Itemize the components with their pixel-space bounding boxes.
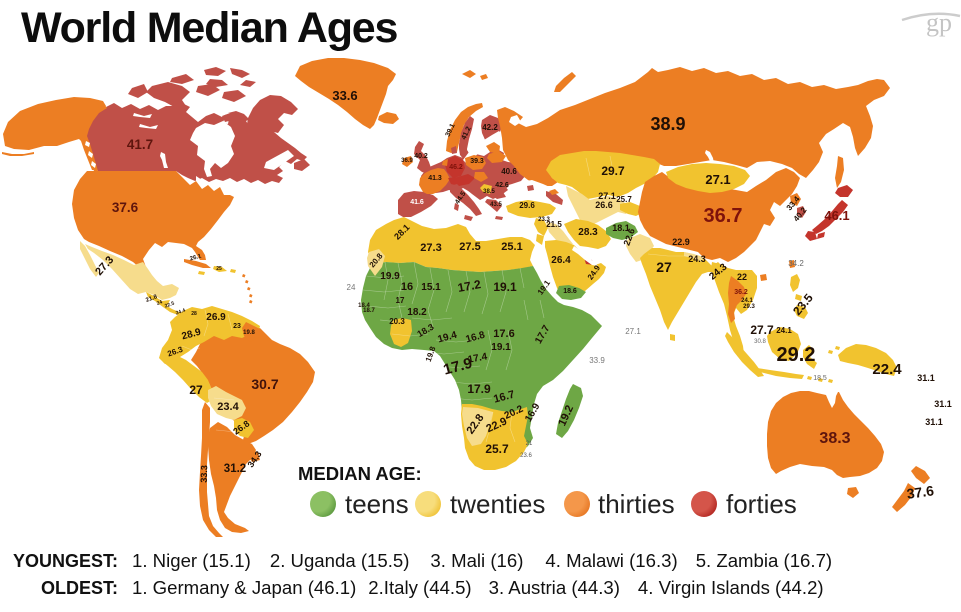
svg-text:19.8: 19.8 <box>243 330 255 336</box>
svg-text:41.7: 41.7 <box>127 137 153 152</box>
svg-text:29.6: 29.6 <box>519 201 535 210</box>
svg-text:18.2: 18.2 <box>407 307 427 318</box>
svg-text:33.3: 33.3 <box>199 465 210 483</box>
svg-text:22.4: 22.4 <box>872 361 902 378</box>
svg-text:15.1: 15.1 <box>421 282 441 293</box>
svg-text:36.2: 36.2 <box>734 289 748 296</box>
svg-text:22.5: 22.5 <box>164 301 175 310</box>
svg-text:46.2: 46.2 <box>449 164 463 171</box>
svg-text:17.4: 17.4 <box>467 351 489 365</box>
svg-text:16: 16 <box>401 281 413 293</box>
svg-text:25.1: 25.1 <box>501 241 522 253</box>
svg-text:27.1: 27.1 <box>705 172 730 187</box>
svg-text:26.9: 26.9 <box>206 312 226 323</box>
svg-text:21.5: 21.5 <box>546 220 562 229</box>
svg-text:27: 27 <box>189 383 203 397</box>
svg-text:24: 24 <box>347 283 356 292</box>
svg-text:16.8: 16.8 <box>465 330 487 346</box>
svg-text:teens: teens <box>345 489 409 519</box>
svg-text:31.1: 31.1 <box>934 399 952 409</box>
svg-text:25.7: 25.7 <box>616 195 632 204</box>
svg-text:33.6: 33.6 <box>332 88 357 103</box>
svg-text:43.5: 43.5 <box>490 202 502 208</box>
svg-text:28.9: 28.9 <box>181 327 203 343</box>
svg-text:26.6: 26.6 <box>595 200 613 210</box>
svg-text:18.1: 18.1 <box>612 223 630 233</box>
svg-text:forties: forties <box>726 489 797 519</box>
svg-text:31.1: 31.1 <box>917 373 935 383</box>
svg-text:28.3: 28.3 <box>578 227 598 238</box>
svg-text:18.7: 18.7 <box>363 308 375 314</box>
svg-text:31.2: 31.2 <box>224 463 246 475</box>
svg-text:30.8: 30.8 <box>754 339 766 345</box>
svg-text:18.4: 18.4 <box>358 303 370 309</box>
svg-text:24.1: 24.1 <box>776 326 792 335</box>
svg-text:25.7: 25.7 <box>485 442 509 456</box>
svg-text:19.1: 19.1 <box>491 342 511 353</box>
svg-text:17.2: 17.2 <box>457 277 483 295</box>
svg-text:18.5: 18.5 <box>813 375 827 382</box>
svg-text:37.6: 37.6 <box>112 200 139 215</box>
svg-text:38.3: 38.3 <box>819 430 850 447</box>
svg-text:27.5: 27.5 <box>459 241 480 253</box>
svg-text:46.1: 46.1 <box>824 208 849 223</box>
svg-text:MEDIAN AGE:: MEDIAN AGE: <box>298 463 422 484</box>
svg-text:thirties: thirties <box>598 489 675 519</box>
svg-text:27.3: 27.3 <box>420 242 441 254</box>
svg-text:20.3: 20.3 <box>389 317 405 326</box>
svg-text:42.2: 42.2 <box>482 123 498 132</box>
svg-text:37.6: 37.6 <box>906 482 935 502</box>
svg-text:29.2: 29.2 <box>777 344 816 366</box>
svg-text:29.3: 29.3 <box>743 304 755 310</box>
svg-text:19.1: 19.1 <box>493 280 517 294</box>
svg-text:gp: gp <box>926 8 952 37</box>
svg-text:19.9: 19.9 <box>380 271 400 282</box>
svg-text:twenties: twenties <box>450 489 545 519</box>
svg-text:36.7: 36.7 <box>704 205 743 227</box>
svg-text:16.7: 16.7 <box>492 389 516 406</box>
svg-text:23: 23 <box>233 323 241 330</box>
svg-text:27.1: 27.1 <box>598 191 616 201</box>
svg-text:27: 27 <box>656 259 672 275</box>
svg-text:17: 17 <box>396 296 405 305</box>
svg-text:21.8: 21.8 <box>145 294 159 304</box>
svg-text:21: 21 <box>526 441 533 447</box>
svg-text:27.1: 27.1 <box>625 327 641 336</box>
svg-text:17.9: 17.9 <box>442 355 475 379</box>
svg-text:27.7: 27.7 <box>750 323 774 337</box>
svg-text:23.6: 23.6 <box>520 453 532 459</box>
svg-text:22.9: 22.9 <box>672 237 690 247</box>
svg-text:30.7: 30.7 <box>251 376 278 392</box>
svg-text:23.5: 23.5 <box>790 291 816 318</box>
svg-text:25: 25 <box>216 266 222 272</box>
svg-text:39.3: 39.3 <box>470 158 484 165</box>
svg-text:24.1: 24.1 <box>741 298 753 304</box>
svg-text:17.6: 17.6 <box>493 328 514 340</box>
svg-text:22: 22 <box>737 272 747 282</box>
svg-text:24.3: 24.3 <box>688 254 706 264</box>
svg-text:38.9: 38.9 <box>650 114 685 134</box>
svg-text:23.3: 23.3 <box>538 217 550 223</box>
svg-text:31.1: 31.1 <box>925 417 943 427</box>
svg-text:41.3: 41.3 <box>428 175 442 182</box>
svg-text:33.9: 33.9 <box>589 356 605 365</box>
svg-text:29.7: 29.7 <box>601 164 625 178</box>
svg-text:41.6: 41.6 <box>410 199 424 206</box>
svg-text:40.6: 40.6 <box>501 167 517 176</box>
svg-text:24: 24 <box>156 299 163 307</box>
svg-text:40.2: 40.2 <box>414 153 428 160</box>
svg-text:26.4: 26.4 <box>551 255 571 266</box>
svg-text:42.6: 42.6 <box>495 182 509 189</box>
svg-text:17.9: 17.9 <box>467 382 491 396</box>
svg-text:23.4: 23.4 <box>217 401 239 413</box>
svg-text:24.4: 24.4 <box>175 308 186 317</box>
svg-text:28: 28 <box>191 311 197 317</box>
svg-text:34.2: 34.2 <box>788 259 804 268</box>
svg-text:38.5: 38.5 <box>483 189 495 195</box>
svg-text:26.1: 26.1 <box>189 253 202 262</box>
svg-text:18.6: 18.6 <box>563 288 577 295</box>
svg-text:19.4: 19.4 <box>437 330 459 346</box>
svg-text:36.9: 36.9 <box>401 158 413 164</box>
